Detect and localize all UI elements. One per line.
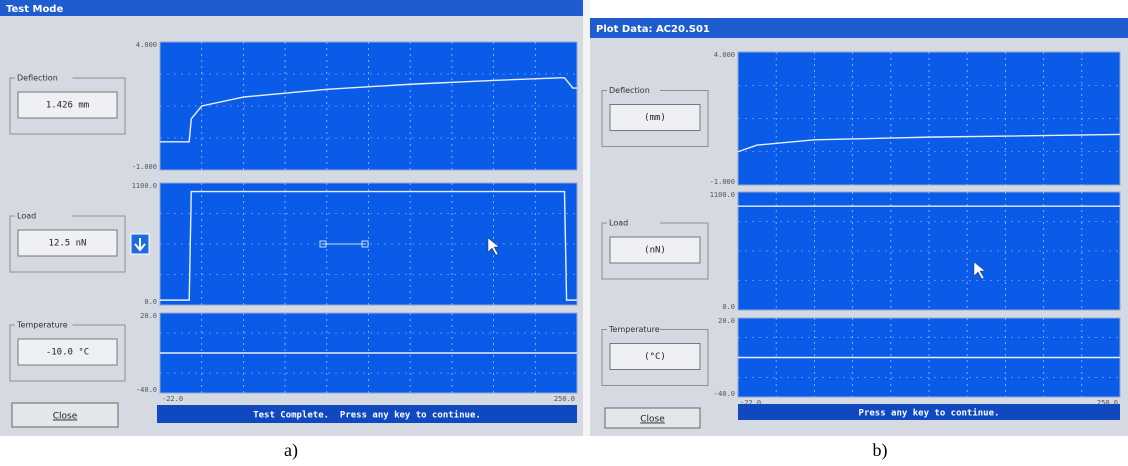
group-label: Deflection	[17, 74, 58, 83]
y-top-label: 1100.0	[132, 182, 157, 190]
y-bottom-label: -1.000	[710, 178, 735, 186]
y-top-label: 4.000	[136, 41, 157, 49]
x-start-label: -22.0	[162, 395, 183, 403]
value-text: (mm)	[644, 113, 666, 123]
y-bottom-label: -40.0	[714, 390, 735, 398]
panel: Plot Data: AC20.S01 4.000 -1.000 Deflection…	[590, 18, 1128, 436]
caption: a)	[284, 440, 298, 461]
group-label: Load	[17, 212, 36, 221]
window-title: Plot Data: AC20.S01	[596, 24, 710, 35]
y-top-label: 4.000	[714, 51, 735, 59]
y-top-label: 20.0	[140, 312, 157, 320]
y-bottom-label: 0.0	[144, 298, 157, 306]
value-text: (nN)	[644, 246, 666, 256]
page: Test Mode 4.000 -1.000 Deflection 1.426 mm 11…	[0, 0, 1128, 466]
group-label: Deflection	[609, 86, 650, 95]
y-bottom-label: 0.0	[722, 303, 735, 311]
panel: Test Mode 4.000 -1.000 Deflection 1.426 mm 11…	[0, 0, 583, 436]
value-text: -10.0 °C	[46, 348, 89, 358]
y-bottom-label: -40.0	[136, 386, 157, 394]
value-text: 12.5 nN	[49, 239, 87, 249]
y-top-label: 1100.0	[710, 191, 735, 199]
group-label: Load	[609, 219, 628, 228]
value-text: 1.426 mm	[46, 101, 89, 111]
caption: b)	[873, 440, 888, 461]
window-title: Test Mode	[6, 4, 63, 15]
screenshot: Test Mode 4.000 -1.000 Deflection 1.426 mm 11…	[0, 0, 1128, 466]
title-bar	[0, 0, 583, 16]
group-label: Temperature	[608, 325, 660, 334]
divider	[583, 0, 590, 436]
status-text: Press any key to continue.	[859, 408, 1000, 419]
close-label: Close	[53, 412, 78, 422]
y-top-label: 20.0	[718, 317, 735, 325]
y-bottom-label: -1.000	[132, 163, 157, 171]
group-label: Temperature	[16, 321, 68, 330]
x-end-label: 250.0	[554, 395, 575, 403]
status-text: Test Complete. Press any key to continue…	[253, 410, 481, 421]
close-label: Close	[640, 415, 665, 425]
value-text: (°C)	[644, 352, 666, 362]
